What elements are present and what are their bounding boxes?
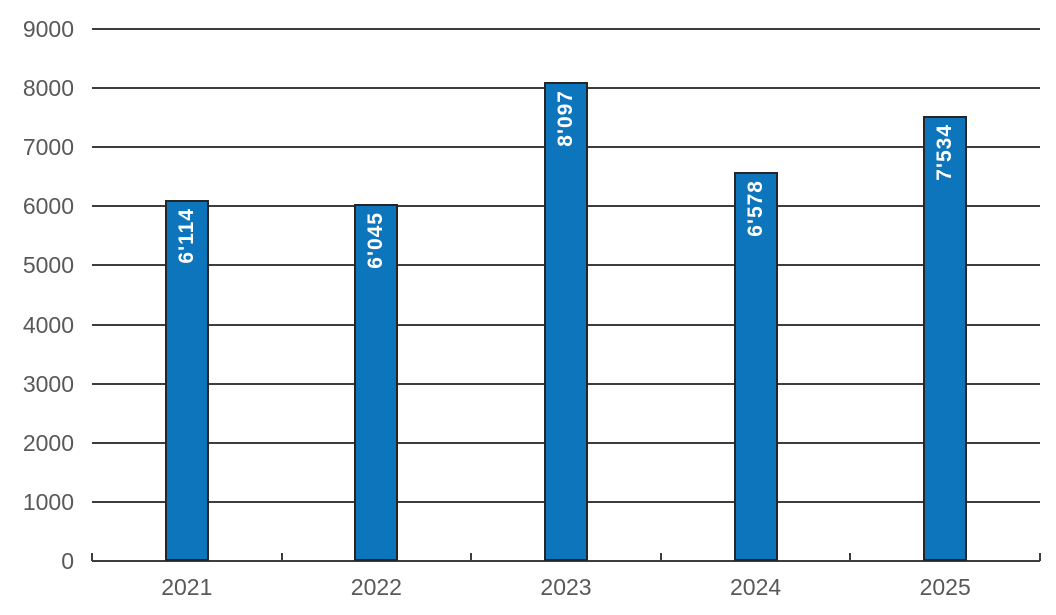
bar-2022: 6'045 (354, 204, 399, 561)
y-axis-tick-label: 0 (61, 548, 74, 574)
x-axis-category-label: 2023 (540, 574, 592, 600)
x-axis-line (92, 560, 1040, 562)
x-axis-tick-mark (91, 553, 93, 561)
x-axis-category-label: 2025 (919, 574, 971, 600)
bar-value-label: 6'114 (174, 208, 198, 264)
x-axis-tick-mark (849, 553, 852, 561)
bar-value-label: 6'045 (364, 212, 388, 269)
bar-value-label: 7'534 (933, 124, 957, 181)
x-axis-tick-mark (470, 553, 473, 561)
x-axis-tick-mark (1039, 553, 1041, 561)
x-axis-category-label: 2022 (350, 574, 402, 600)
x-axis-category-label: 2021 (161, 574, 213, 600)
y-axis-tick-label: 9000 (22, 16, 74, 42)
y-axis-tick-label: 3000 (22, 370, 74, 397)
bar-2025: 7'534 (923, 116, 968, 561)
gridline (92, 28, 1040, 30)
bar-2021: 6'114 (164, 200, 209, 561)
y-axis-tick-label: 6000 (22, 193, 74, 220)
bar-value-label: 6'578 (743, 180, 767, 237)
y-axis-tick-label: 2000 (22, 429, 74, 456)
y-axis-tick-label: 7000 (22, 134, 74, 161)
x-axis-category-label: 2024 (730, 574, 782, 600)
y-axis-tick-label: 4000 (22, 311, 74, 338)
y-axis-tick-label: 1000 (22, 488, 74, 515)
y-axis-tick-label: 5000 (22, 252, 74, 279)
bar-value-label: 8'097 (554, 90, 577, 147)
x-axis-tick-mark (280, 553, 283, 561)
x-axis-tick-mark (659, 553, 662, 561)
bar-2023: 8'097 (544, 82, 588, 561)
bar-2024: 6'578 (733, 172, 778, 561)
y-axis-tick-label: 8000 (22, 75, 74, 102)
